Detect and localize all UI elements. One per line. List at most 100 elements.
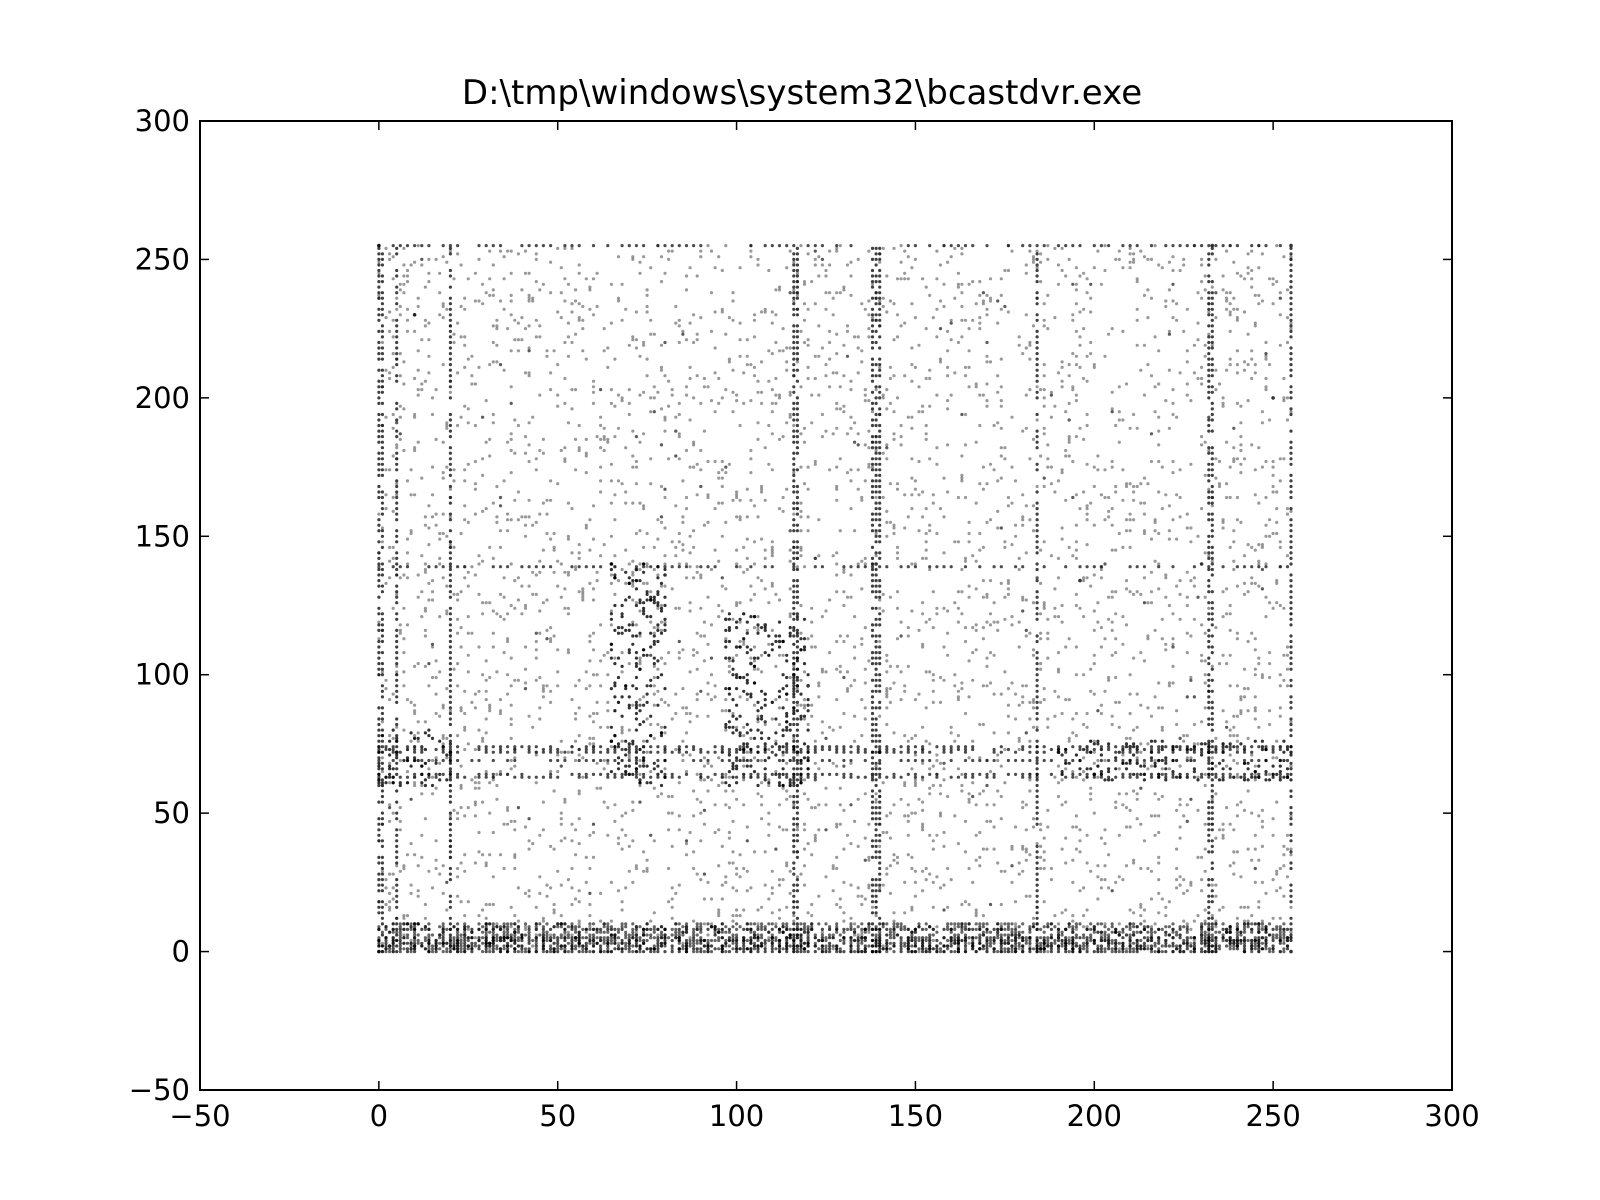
scatter-point	[792, 734, 796, 738]
scatter-point	[1124, 382, 1129, 386]
scatter-point	[380, 302, 384, 306]
scatter-point	[677, 412, 681, 417]
scatter-point	[416, 889, 420, 893]
scatter-point	[1117, 385, 1121, 389]
scatter-point	[413, 711, 417, 716]
scatter-point	[1132, 656, 1136, 660]
scatter-point	[942, 908, 946, 912]
scatter-point	[1250, 576, 1254, 580]
scatter-point	[792, 678, 796, 682]
scatter-point	[545, 637, 549, 641]
scatter-point	[513, 318, 517, 322]
scatter-point	[1085, 354, 1089, 358]
scatter-point	[384, 316, 388, 320]
scatter-point	[620, 725, 624, 729]
scatter-point	[935, 393, 939, 397]
scatter-point	[549, 637, 553, 641]
scatter-point	[402, 606, 406, 610]
scatter-point	[663, 340, 667, 345]
scatter-point	[792, 471, 796, 475]
scatter-point	[1196, 808, 1200, 813]
scatter-point	[1039, 260, 1043, 264]
scatter-point	[377, 435, 381, 439]
scatter-point	[842, 911, 846, 915]
scatter-point	[513, 866, 517, 871]
scatter-point	[745, 750, 749, 754]
scatter-point	[1157, 490, 1161, 494]
scatter-point	[413, 783, 417, 788]
scatter-point	[910, 811, 914, 815]
scatter-point	[756, 792, 760, 796]
scatter-point	[1250, 349, 1254, 353]
scatter-point	[1250, 357, 1254, 361]
scatter-point	[996, 933, 1000, 937]
scatter-point	[538, 335, 542, 339]
scatter-point	[667, 703, 671, 707]
scatter-point	[1246, 266, 1250, 270]
scatter-point	[1003, 446, 1007, 450]
scatter-point	[1182, 814, 1186, 818]
scatter-point	[638, 354, 642, 358]
scatter-point	[709, 897, 714, 901]
scatter-point	[491, 645, 495, 649]
scatter-point	[1260, 880, 1264, 885]
scatter-point	[395, 556, 399, 561]
scatter-point	[1064, 861, 1068, 865]
scatter-point	[1171, 471, 1175, 475]
scatter-point	[423, 515, 427, 519]
scatter-point	[1196, 376, 1200, 381]
scatter-point	[1010, 864, 1014, 868]
scatter-point	[856, 371, 860, 375]
scatter-point	[663, 767, 667, 771]
scatter-point	[1185, 595, 1189, 599]
scatter-point	[1253, 695, 1257, 699]
scatter-point	[734, 645, 739, 649]
scatter-point	[549, 291, 553, 295]
scatter-point	[541, 916, 546, 920]
scatter-point	[795, 789, 800, 793]
scatter-point	[395, 501, 399, 505]
scatter-point	[960, 612, 964, 616]
scatter-point	[1217, 482, 1222, 486]
scatter-point	[566, 501, 571, 505]
scatter-point	[552, 634, 556, 638]
scatter-point	[380, 756, 384, 760]
scatter-point	[960, 304, 964, 309]
scatter-point	[1103, 495, 1107, 500]
scatter-point	[599, 388, 603, 392]
scatter-point	[892, 919, 896, 923]
scatter-point	[463, 335, 467, 339]
scatter-point	[395, 855, 399, 860]
scatter-point	[874, 423, 878, 428]
scatter-point	[395, 490, 399, 494]
scatter-point	[413, 448, 417, 453]
scatter-point	[1046, 808, 1050, 813]
scatter-point	[1278, 684, 1282, 688]
scatter-point	[992, 803, 996, 807]
scatter-point	[727, 775, 732, 779]
scatter-point	[1285, 667, 1290, 671]
scatter-point	[395, 252, 399, 256]
scatter-point	[577, 919, 581, 923]
scatter-point	[1196, 595, 1200, 599]
scatter-point	[692, 396, 696, 400]
scatter-point	[566, 354, 571, 358]
scatter-point	[1200, 443, 1204, 447]
scatter-point	[792, 390, 796, 394]
scatter-point	[613, 592, 617, 597]
scatter-point	[1239, 471, 1243, 475]
scatter-point	[534, 905, 538, 909]
scatter-point	[777, 706, 782, 710]
scatter-point	[1107, 595, 1111, 599]
scatter-point	[1171, 299, 1175, 303]
scatter-point	[473, 706, 477, 710]
scatter-point	[484, 399, 488, 403]
scatter-point	[599, 388, 603, 392]
scatter-point	[377, 473, 381, 477]
scatter-point	[1200, 720, 1204, 724]
scatter-point	[688, 321, 692, 325]
scatter-point	[910, 866, 914, 871]
scatter-point	[931, 316, 935, 320]
scatter-point	[996, 628, 1000, 633]
scatter-point	[427, 662, 431, 666]
